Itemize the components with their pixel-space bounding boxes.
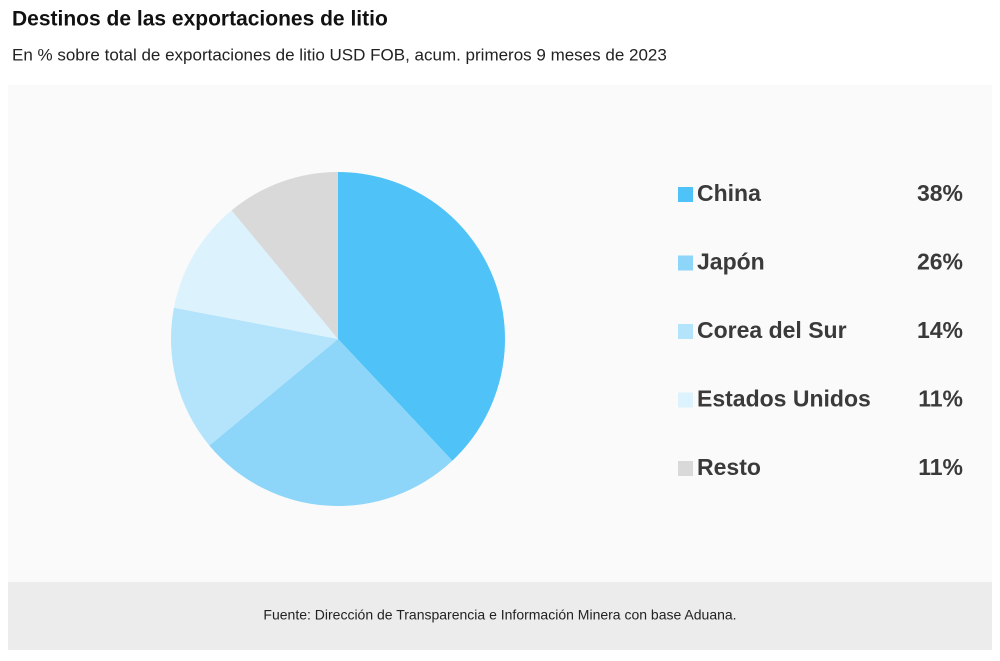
pie-slice: [231, 172, 338, 339]
pie-slice: [170, 307, 338, 446]
pie-slice: [338, 172, 505, 461]
legend: China 38% Japón 26% Corea del Sur 14% Estados …: [678, 180, 963, 480]
pie: [170, 172, 505, 506]
legend-value: 11%: [918, 386, 963, 412]
legend-label: Japón: [697, 249, 765, 275]
legend-swatch: [678, 392, 693, 408]
pie-slice: [209, 339, 453, 506]
legend-value: 26%: [917, 249, 963, 275]
legend-value: 38%: [917, 180, 963, 206]
footer-band: [8, 582, 992, 650]
legend-swatch: [678, 255, 693, 271]
legend-label: Estados Unidos: [697, 386, 871, 412]
legend-value: 14%: [917, 317, 963, 343]
legend-label: Resto: [697, 454, 761, 480]
legend-swatch: [678, 461, 693, 476]
chart-title: Destinos de las exportaciones de litio: [12, 8, 388, 31]
pie-slice: [173, 210, 338, 339]
legend-swatch: [678, 187, 693, 202]
chart-subtitle: En % sobre total de exportaciones de lit…: [12, 45, 667, 64]
legend-label: China: [697, 180, 761, 206]
legend-label: Corea del Sur: [697, 317, 847, 343]
legend-value: 11%: [918, 454, 963, 480]
source-note: Fuente: Dirección de Transparencia e Inf…: [263, 607, 736, 623]
legend-swatch: [678, 324, 693, 339]
